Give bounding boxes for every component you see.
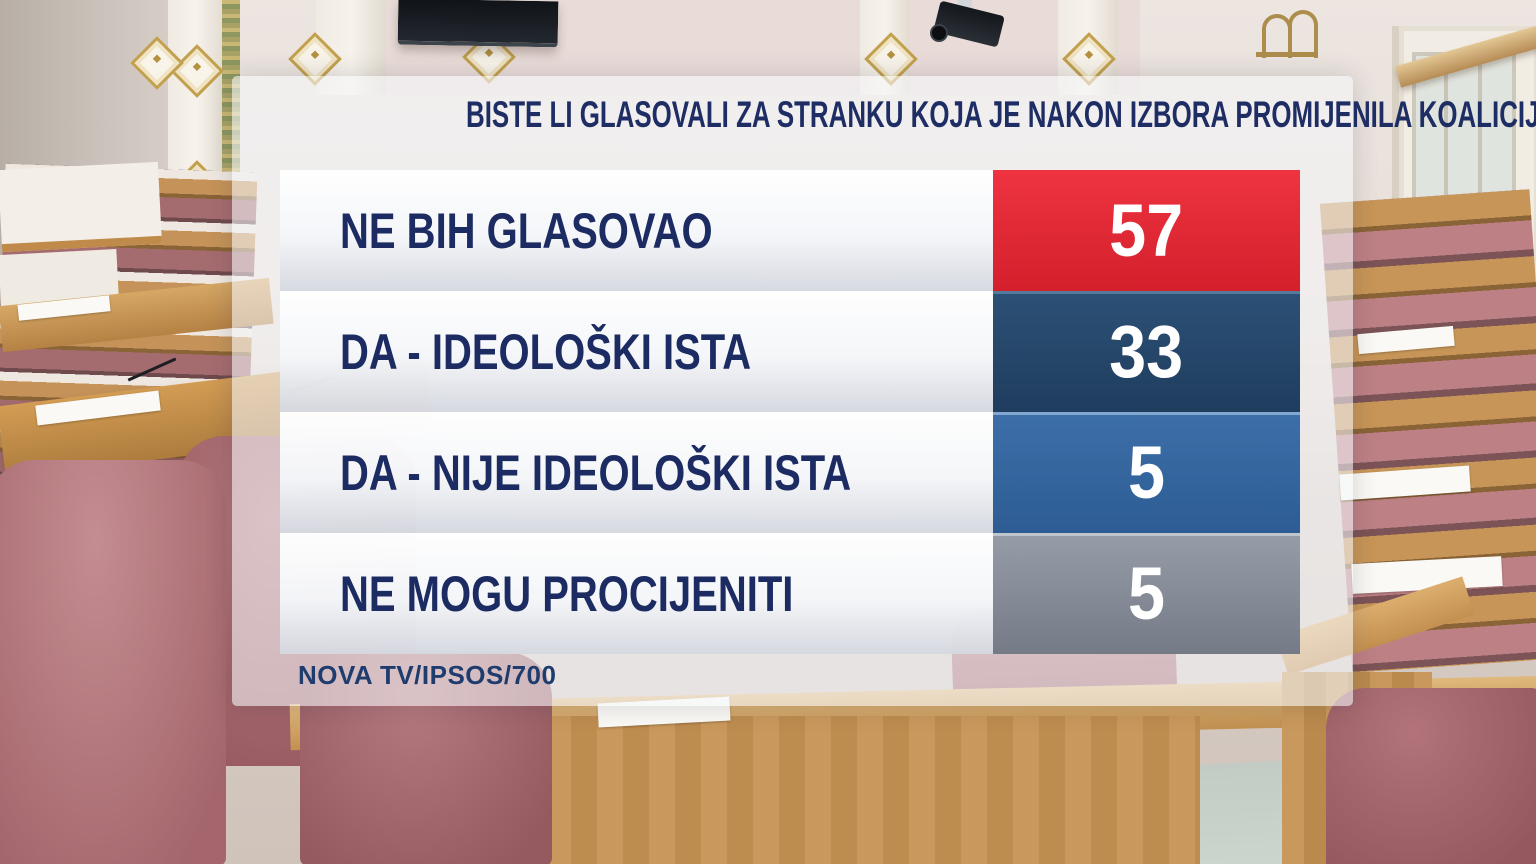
answer-label: DA - NIJE IDEOLOŠKI ISTA — [340, 444, 852, 501]
leather-chair — [0, 460, 226, 864]
lectern — [0, 161, 163, 253]
poll-rows: NE BIH GLASOVAO 57 DA - IDEOLOŠKI ISTA 3… — [280, 170, 1300, 654]
desk-front — [545, 716, 1200, 864]
poll-row: NE BIH GLASOVAO 57 — [280, 170, 1300, 291]
answer-value: 5 — [1127, 431, 1166, 514]
answer-value: 5 — [1127, 552, 1166, 635]
brass-ornament-base — [1256, 52, 1318, 57]
value-block-blue: 5 — [993, 412, 1300, 533]
poll-title-text: BISTE LI GLASOVALI ZA STRANKU KOJA JE NA… — [466, 94, 1536, 135]
answer-label: DA - IDEOLOŠKI ISTA — [340, 323, 752, 380]
door-mullion — [1444, 52, 1448, 232]
poll-row: DA - NIJE IDEOLOŠKI ISTA 5 — [280, 412, 1300, 533]
answer-label: NE MOGU PROCIJENITI — [340, 565, 794, 622]
door-mullion — [1478, 52, 1482, 232]
brass-ornament-icon — [1288, 10, 1318, 58]
value-block-gray: 5 — [993, 533, 1300, 654]
value-block-red: 57 — [993, 170, 1300, 291]
answer-label: NE BIH GLASOVAO — [340, 202, 713, 259]
answer-label-cell: DA - IDEOLOŠKI ISTA — [280, 291, 993, 412]
answer-label-cell: NE BIH GLASOVAO — [280, 170, 993, 291]
answer-value: 33 — [1109, 310, 1184, 393]
poll-overlay-panel: BISTE LI GLASOVALI ZA STRANKU KOJA JE NA… — [232, 76, 1536, 706]
answer-label-cell: DA - NIJE IDEOLOŠKI ISTA — [280, 412, 993, 533]
poll-row: NE MOGU PROCIJENITI 5 — [280, 533, 1300, 654]
tv-screen — [397, 0, 559, 48]
answer-label-cell: NE MOGU PROCIJENITI — [280, 533, 993, 654]
value-block-navy: 33 — [993, 291, 1300, 412]
camera-lens-icon — [930, 24, 948, 42]
leather-chair — [1326, 688, 1536, 864]
poll-row: DA - IDEOLOŠKI ISTA 33 — [280, 291, 1300, 412]
poll-title: BISTE LI GLASOVALI ZA STRANKU KOJA JE NA… — [232, 94, 1536, 136]
answer-value: 57 — [1109, 189, 1184, 272]
poll-source: NOVA TV/IPSOS/700 — [298, 660, 557, 690]
